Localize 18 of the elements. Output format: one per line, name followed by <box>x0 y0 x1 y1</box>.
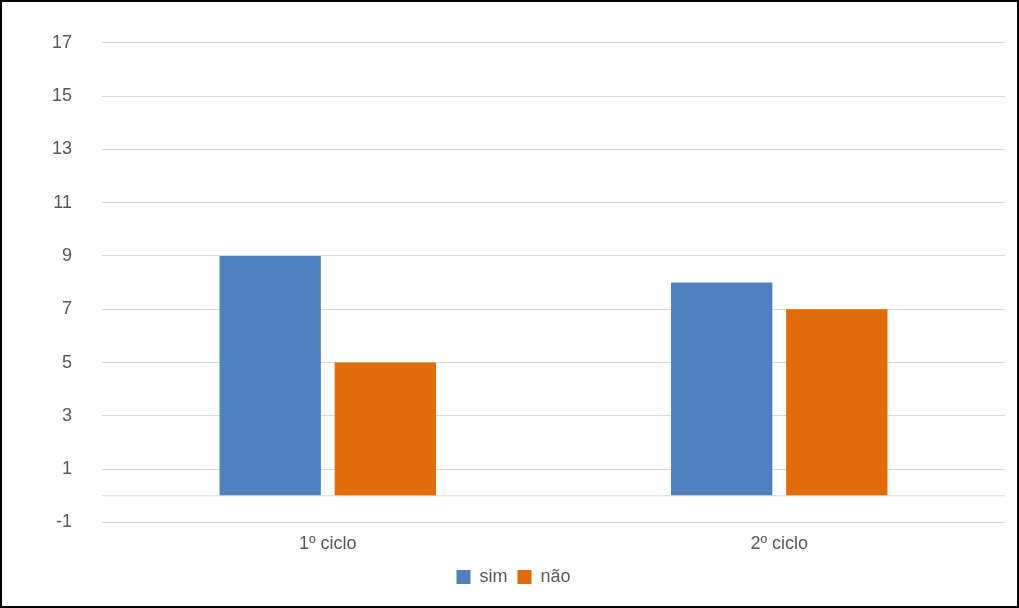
y-tick-label: -1 <box>56 511 73 532</box>
y-tick-label: 17 <box>51 31 73 52</box>
x-tick-label: 1º ciclo <box>298 533 357 554</box>
y-tick-label: 9 <box>62 244 73 265</box>
bar <box>219 255 321 496</box>
y-tick-label: 7 <box>62 298 73 319</box>
bar <box>334 362 436 496</box>
legend-label: sim <box>479 565 508 586</box>
y-tick-label: 13 <box>51 138 73 159</box>
bar <box>671 282 773 496</box>
y-tick-label: 5 <box>62 351 73 372</box>
y-tick-label: 1 <box>62 458 73 479</box>
x-tick-label: 2º ciclo <box>750 533 809 554</box>
bar <box>786 309 888 496</box>
legend-label: não <box>540 565 571 586</box>
y-tick-label: 15 <box>51 85 73 106</box>
y-tick-label: 11 <box>53 191 73 212</box>
y-tick-label: 3 <box>62 404 73 425</box>
